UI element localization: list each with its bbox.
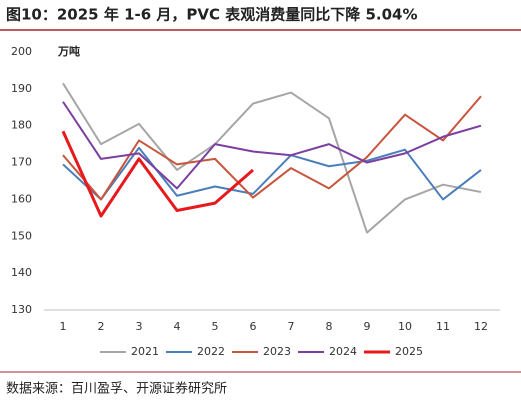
y-tick-label: 170 [11, 156, 32, 169]
y-tick-label: 180 [11, 119, 32, 132]
series-line [62, 82, 482, 234]
x-tick-label: 5 [212, 320, 219, 333]
legend-label: 2023 [263, 345, 291, 358]
y-tick-label: 200 [11, 45, 32, 58]
y-tick-label: 150 [11, 229, 32, 242]
x-tick-label: 2 [98, 320, 105, 333]
series-line [61, 130, 254, 218]
legend-label: 2021 [131, 345, 159, 358]
x-tick-label: 10 [398, 320, 412, 333]
series-line [62, 101, 482, 190]
series-line [62, 95, 482, 201]
x-tick-label: 3 [136, 320, 143, 333]
source: 数据来源：百川盈孚、开源证券研究所 [6, 381, 227, 397]
legend-label: 2025 [395, 345, 423, 358]
legend-label: 2024 [329, 345, 357, 358]
x-tick-label: 9 [364, 320, 371, 333]
x-tick-label: 12 [474, 320, 488, 333]
x-tick-label: 6 [250, 320, 257, 333]
y-axis-label: 万吨 [57, 44, 80, 58]
chart-title: 图10：2025 年 1-6 月，PVC 表观消费量同比下降 5.04% [6, 6, 417, 24]
x-tick-label: 7 [288, 320, 295, 333]
series-line [62, 146, 482, 201]
y-tick-label: 140 [11, 266, 32, 279]
y-tick-label: 190 [11, 82, 32, 95]
legend-label: 2022 [197, 345, 225, 358]
x-tick-label: 11 [436, 320, 450, 333]
x-tick-label: 1 [60, 320, 67, 333]
y-tick-label: 130 [11, 303, 32, 316]
y-tick-label: 160 [11, 192, 32, 205]
x-tick-label: 4 [174, 320, 181, 333]
x-tick-label: 8 [326, 320, 333, 333]
